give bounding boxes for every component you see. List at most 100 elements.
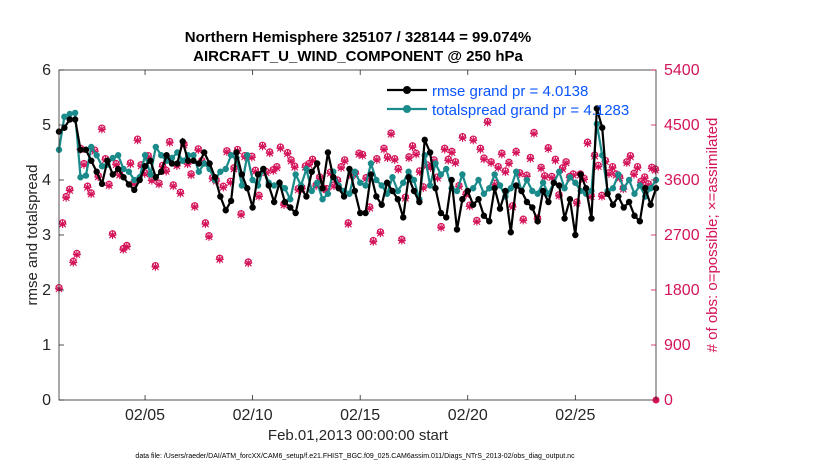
rmse-point	[297, 185, 305, 192]
rmse-point	[66, 116, 73, 123]
totalspread-point	[443, 165, 450, 173]
totalspread-point	[491, 171, 498, 178]
rmse-point	[448, 176, 455, 184]
legend-rmse-label: rmse grand pr = 4.0138	[432, 83, 588, 100]
totalspread-point	[152, 143, 160, 151]
rmse-point	[421, 136, 428, 144]
rmse-point	[211, 174, 219, 181]
y-right-tick-label: 0	[664, 392, 673, 409]
obs-assimilated-marker	[97, 125, 106, 134]
obs-assimilated-marker	[419, 183, 428, 192]
rmse-point	[114, 165, 122, 173]
rmse-point	[636, 218, 644, 225]
obs-assimilated-marker	[226, 178, 235, 187]
obs-assimilated-marker	[504, 159, 513, 168]
obs-assimilated-marker	[194, 146, 203, 155]
rmse-point	[545, 198, 552, 206]
y-right-tick-label: 1800	[664, 282, 700, 299]
rmse-point	[254, 171, 262, 178]
rmse-point	[389, 187, 396, 195]
rmse-point	[324, 149, 332, 156]
obs-assimilated-marker	[337, 163, 346, 172]
rmse-point	[292, 209, 299, 217]
totalspread-point	[98, 163, 106, 170]
obs-assimilated-marker	[287, 157, 296, 166]
rmse-point	[539, 187, 547, 195]
rmse-point	[313, 160, 321, 167]
totalspread-point	[308, 187, 315, 195]
rmse-point	[244, 185, 251, 192]
rmse-point	[238, 171, 246, 178]
x-tick-label: 02/25	[555, 407, 595, 424]
y-left-tick-label: 3	[42, 227, 51, 244]
plot-area	[55, 70, 660, 404]
rmse-point	[120, 174, 127, 181]
obs-assimilated-marker	[122, 242, 131, 251]
rmse-point	[529, 204, 536, 211]
totalspread-point	[496, 182, 504, 189]
totalspread-point	[227, 152, 235, 159]
totalspread-point	[512, 168, 520, 175]
totalspread-point	[631, 190, 638, 197]
obs-assimilated-marker	[72, 250, 81, 259]
rmse-point	[206, 160, 213, 167]
y-left-tick-label: 5	[42, 117, 51, 134]
totalspread-point	[486, 185, 493, 192]
rmse-point	[475, 196, 482, 203]
rmse-point	[335, 185, 342, 192]
rmse-point	[405, 174, 412, 181]
rmse-point	[647, 201, 654, 208]
obs-assimilated-marker	[469, 136, 478, 145]
totalspread-point	[292, 171, 299, 178]
rmse-point	[77, 146, 84, 153]
obs-assimilated-marker	[112, 160, 121, 169]
totalspread-point	[319, 196, 326, 203]
totalspread-point	[426, 182, 434, 189]
obs-assimilated-marker	[562, 158, 571, 167]
rmse-point	[362, 209, 369, 217]
rmse-point	[308, 168, 315, 175]
totalspread-point	[88, 143, 95, 151]
rmse-point	[190, 157, 197, 164]
obs-assimilated-marker	[87, 190, 96, 199]
totalspread-point	[303, 165, 310, 173]
totalspread-point	[609, 185, 617, 192]
y-right-tick-label: 3600	[664, 172, 700, 189]
totalspread-point	[459, 171, 466, 178]
totalspread-point	[238, 182, 246, 189]
totalspread-point	[77, 174, 84, 181]
obs-assimilated-marker	[62, 193, 71, 202]
obs-assimilated-marker	[304, 160, 313, 169]
totalspread-point	[561, 185, 568, 192]
obs-assimilated-marker	[383, 154, 392, 162]
x-axis: 02/05 02/10 02/15 02/20 02/25	[125, 70, 595, 424]
rmse-point	[346, 165, 353, 173]
totalspread-point	[93, 152, 100, 159]
rmse-point	[195, 160, 203, 167]
obs-assimilated-marker	[108, 231, 117, 239]
obs-assimilated-marker	[458, 133, 467, 142]
obs-assimilated-marker	[451, 158, 460, 167]
obs-assimilated-marker	[433, 174, 442, 183]
rmse-point	[330, 174, 337, 181]
totalspread-point	[523, 176, 531, 184]
obs-assimilated-marker	[544, 144, 553, 153]
totalspread-point	[249, 176, 256, 184]
obs-assimilated-marker	[290, 163, 299, 172]
rmse-point	[356, 209, 364, 217]
obs-assimilated-marker	[376, 229, 385, 238]
obs-assimilated-marker	[237, 210, 246, 219]
rmse-point	[410, 187, 418, 195]
y-left-tick-label: 0	[42, 392, 51, 409]
totalspread-point	[475, 176, 482, 184]
rmse-point	[367, 171, 375, 178]
rmse-point	[577, 171, 584, 178]
plot-background	[59, 70, 656, 400]
obs-assimilated-marker	[572, 199, 581, 208]
obs-assimilated-marker	[269, 166, 278, 175]
totalspread-point	[432, 160, 439, 167]
rmse-point	[572, 231, 579, 239]
totalspread-point	[507, 185, 514, 192]
obs-assimilated-marker	[265, 149, 274, 158]
totalspread-point	[620, 185, 627, 192]
